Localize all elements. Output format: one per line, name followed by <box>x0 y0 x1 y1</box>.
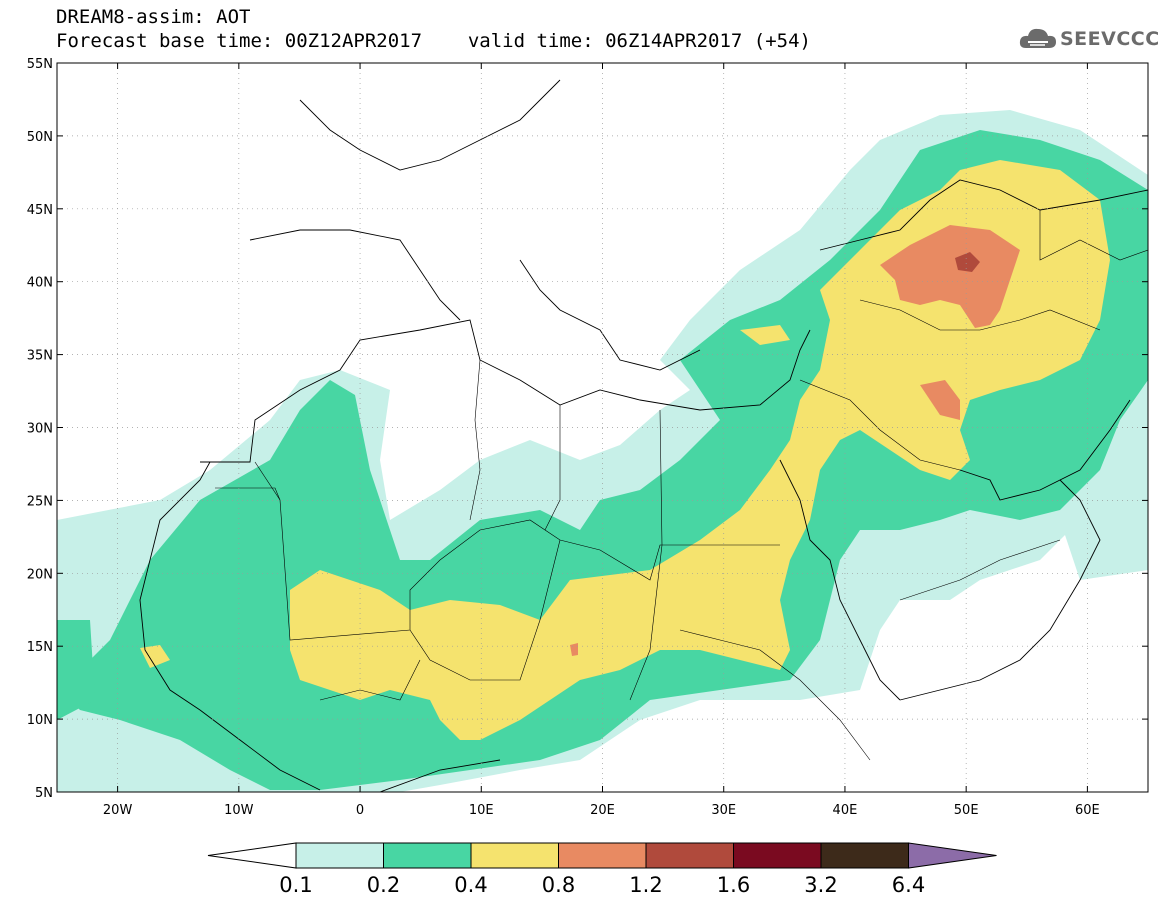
map-title: DREAM8-assim: AOT <box>56 6 251 28</box>
lat-label: 45N <box>27 203 53 218</box>
lon-label: 60E <box>1075 803 1100 818</box>
cloud-logo-icon <box>1019 28 1056 48</box>
lat-axis: 55N 50N 45N 40N 35N 30N 25N 20N 15N 10N 5N <box>27 57 1148 801</box>
lat-lon-grid <box>57 63 1148 792</box>
lon-label: 10E <box>469 803 494 818</box>
lon-label: 50E <box>954 803 979 818</box>
aot-field-0-4 <box>140 160 1110 740</box>
logo-text: SEEVCCC <box>1060 28 1160 50</box>
lon-label: 30E <box>711 803 736 818</box>
colorbar-below-triangle <box>207 842 297 869</box>
colorbar-swatch <box>295 842 384 869</box>
country-borders <box>215 210 1148 761</box>
colorbar-label: 3.2 <box>804 873 837 897</box>
colorbar-swatch <box>383 842 472 869</box>
lat-label: 5N <box>35 786 53 801</box>
coastlines <box>139 79 1148 792</box>
colorbar-label: 0.2 <box>367 873 400 897</box>
lat-label: 35N <box>27 349 53 364</box>
lat-label: 40N <box>27 276 53 291</box>
colorbar-swatch <box>733 842 822 869</box>
colorbar-label: 0.8 <box>542 873 575 897</box>
aot-field-0-8 <box>570 225 1020 656</box>
lat-label: 15N <box>27 640 53 655</box>
colorbar-swatch <box>558 842 647 869</box>
lat-label: 10N <box>27 713 53 728</box>
colorbar-label: 0.4 <box>454 873 487 897</box>
lon-label: 0 <box>356 803 364 818</box>
lon-label: 20W <box>103 803 133 818</box>
colorbar-label: 1.2 <box>629 873 662 897</box>
valid-time-label: valid time: 06Z14APR2017 (+54) <box>467 30 811 52</box>
lat-label: 50N <box>27 130 53 145</box>
colorbar-label: 6.4 <box>892 873 925 897</box>
forecast-times: Forecast base time: 00Z12APR2017 valid t… <box>56 30 811 52</box>
lon-label: 10W <box>224 803 254 818</box>
lon-label: 40E <box>833 803 858 818</box>
lat-label: 25N <box>27 494 53 509</box>
colorbar-swatch <box>470 842 559 869</box>
aot-field-1-2 <box>955 252 980 272</box>
colorbar-label: 1.6 <box>717 873 750 897</box>
colorbar-swatch <box>820 842 909 869</box>
lon-label: 20E <box>590 803 615 818</box>
lat-label: 55N <box>27 57 53 72</box>
lat-label: 20N <box>27 567 53 582</box>
colorbar-label: 0.1 <box>279 873 312 897</box>
colorbar-swatch <box>645 842 734 869</box>
base-time-label: Forecast base time: 00Z12APR2017 <box>56 30 423 52</box>
lat-label: 30N <box>27 422 53 437</box>
colorbar-above-triangle <box>908 842 997 869</box>
lon-axis: 20W 10W 0 10E 20E 30E 40E 50E 60E <box>103 63 1100 818</box>
